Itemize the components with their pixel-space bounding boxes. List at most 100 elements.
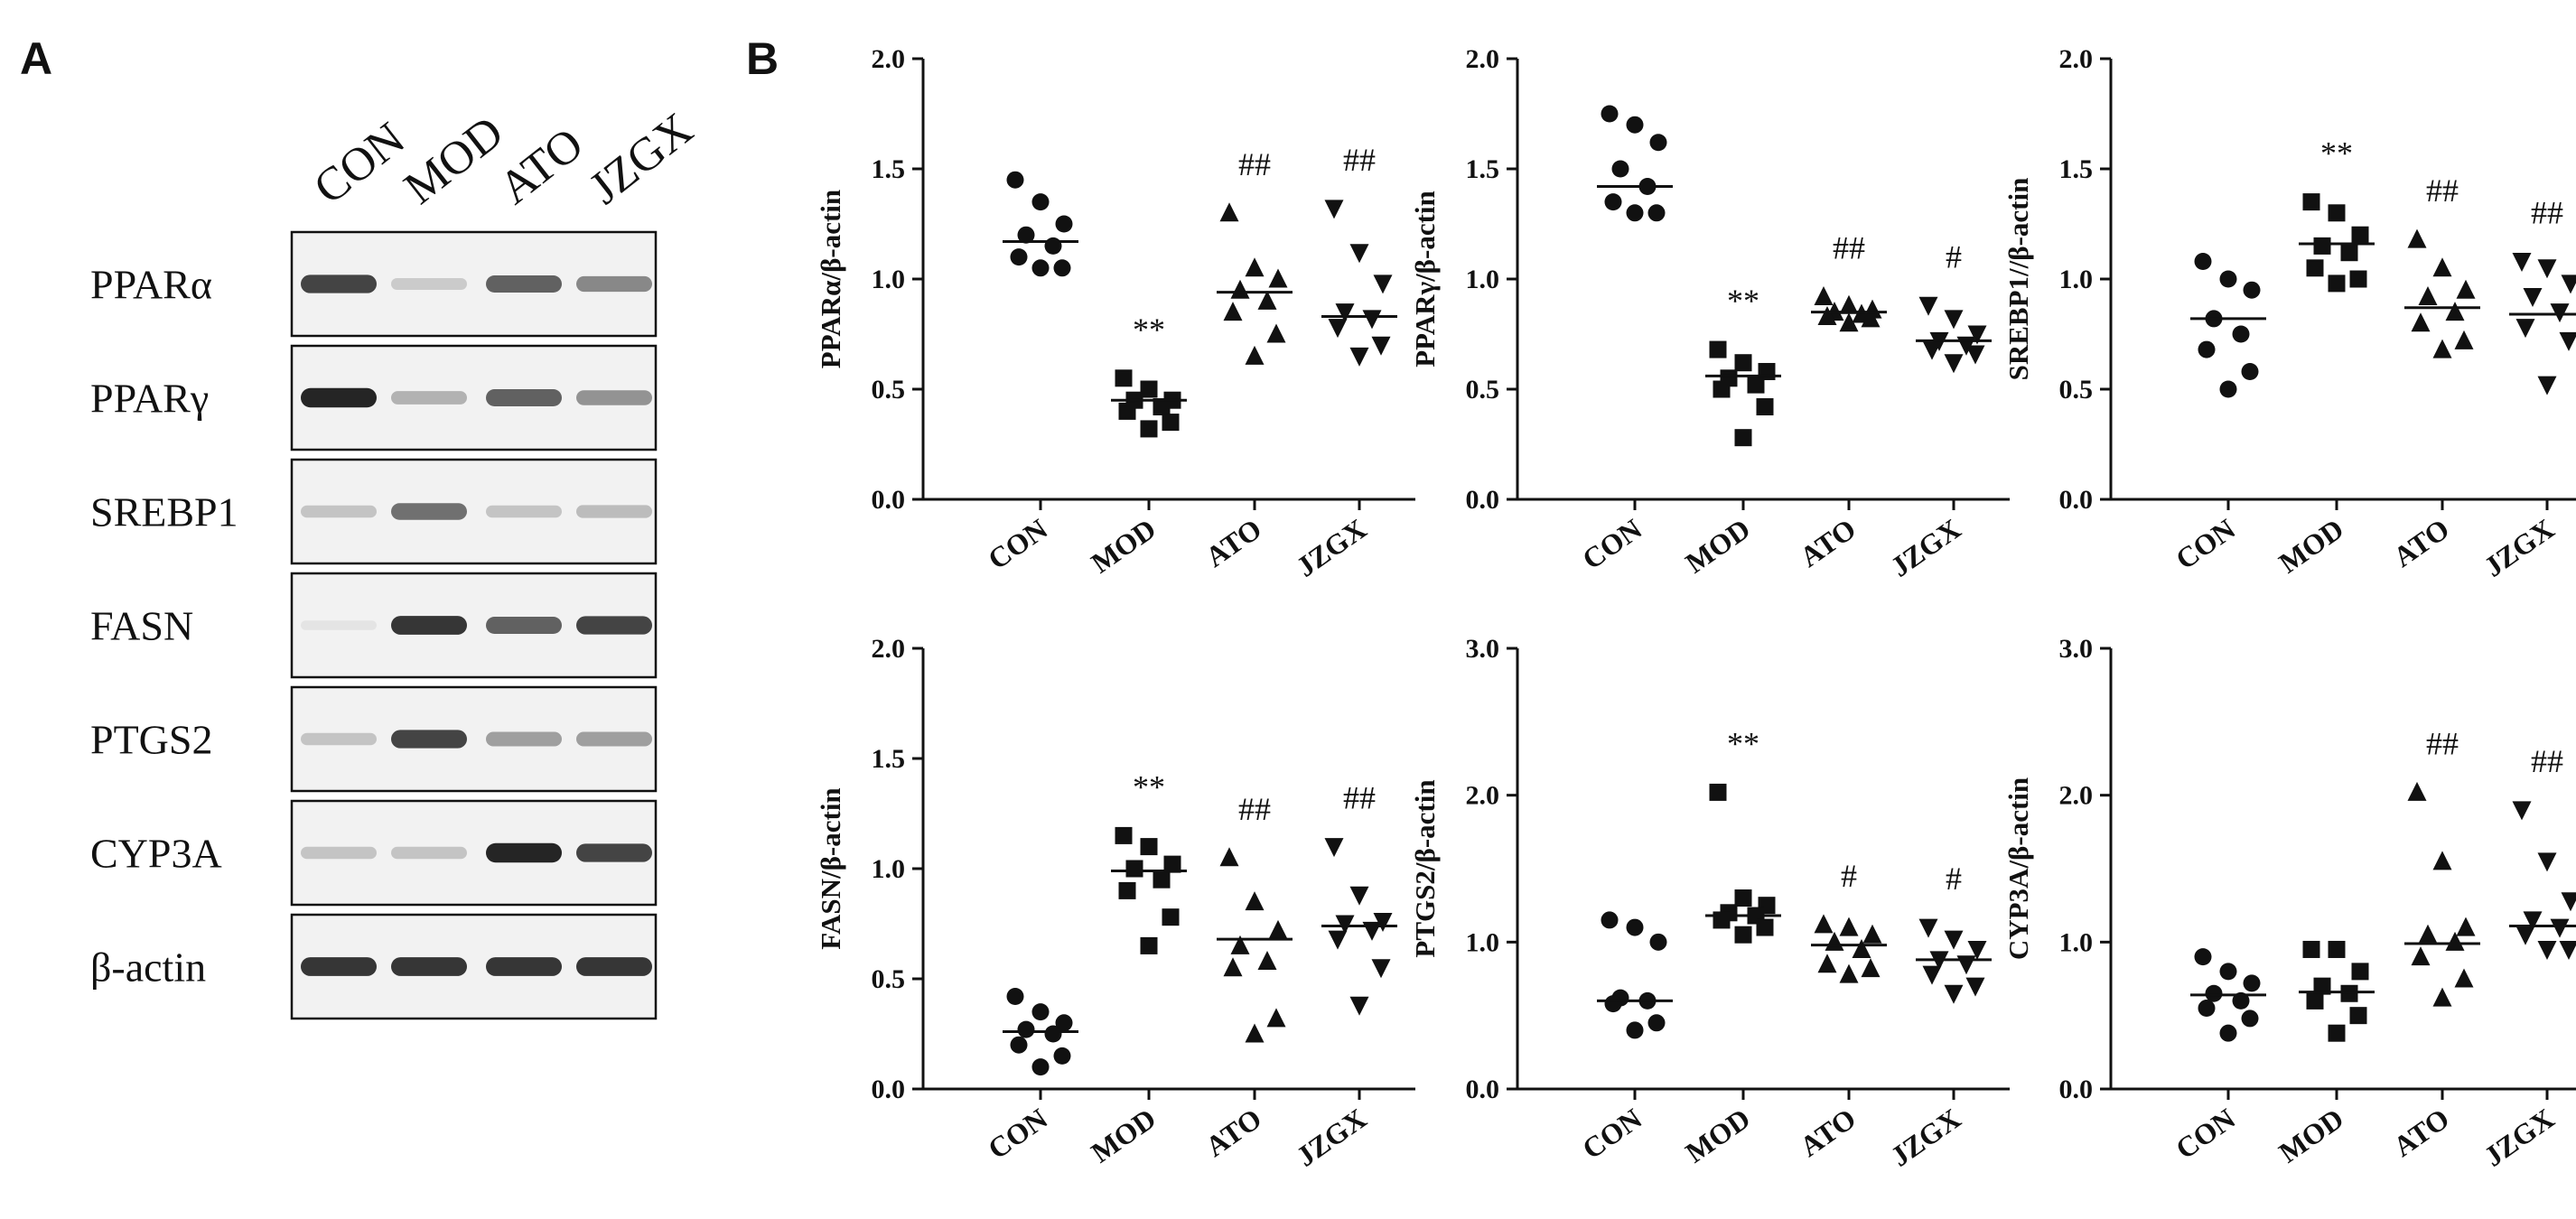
data-point [1162,414,1180,432]
blot-band [576,505,652,518]
blot-band [486,731,562,747]
data-point [2351,226,2369,244]
significance-label: ** [2320,135,2353,172]
data-point [1922,340,1942,360]
data-point [2340,244,2358,262]
blot-band [301,275,377,293]
data-point [1734,429,1752,447]
data-point [2313,237,2331,255]
data-point [1967,940,1987,960]
data-point [2241,1010,2259,1028]
data-point [1734,889,1752,907]
significance-label: ## [1343,780,1376,816]
x-tick-label: JZGX [2478,512,2560,582]
blot-protein-label: SREBP1 [90,489,238,535]
y-axis-label: PPARα/β-actin [815,190,846,368]
data-point [2306,259,2324,277]
y-tick-label: 2.0 [872,634,906,664]
data-point [1611,160,1629,178]
significance-label: ## [2426,725,2459,761]
data-point [1747,376,1765,394]
x-tick-label: JZGX [1884,512,1966,582]
data-point [2313,977,2331,995]
blot-lane-label: CON [304,113,415,215]
y-tick-label: 0.0 [872,485,906,515]
blot-band [486,389,562,406]
blot-protein-label: FASN [90,603,193,649]
y-axis-label: FASN/β-actin [815,787,846,949]
data-point [1817,954,1837,973]
y-axis-label: PTGS2/β-actin [1409,779,1441,957]
data-point [2328,275,2346,293]
x-tick-label: CON [982,1102,1053,1165]
significance-label: # [1946,238,1962,275]
blot-row: CYP3A [90,799,658,907]
data-point [1010,248,1028,266]
blot-band [301,387,377,408]
data-point [1245,257,1265,277]
data-point [1006,171,1024,189]
significance-label: # [1946,861,1962,897]
data-point [2512,801,2532,821]
data-point [1604,193,1622,211]
data-point [2407,781,2427,801]
x-tick-label: ATO [2387,512,2455,573]
data-point [1649,933,1667,951]
data-point [2411,312,2431,332]
data-point [1756,918,1774,936]
data-point [2559,331,2576,351]
blot-band [301,846,377,860]
data-point [2232,991,2250,1010]
data-point [1373,913,1393,933]
data-point [1626,1021,1644,1039]
y-axis-label: PPARγ/β-actin [1409,191,1441,368]
data-point [1140,420,1158,438]
data-point [1223,302,1243,321]
data-point [1266,323,1286,343]
data-point [1230,279,1250,299]
blot-row: PTGS2 [90,685,658,793]
y-tick-label: 0.5 [872,964,906,994]
blot-protein-label: PPARγ [90,376,209,422]
data-point [1044,1025,1062,1043]
data-point [2219,380,2237,398]
data-point [1713,380,1731,398]
data-point [2349,1007,2367,1025]
data-point [1626,116,1644,134]
blot-band [576,616,652,635]
x-tick-label: CON [1576,1102,1647,1165]
x-tick-label: ATO [2387,1102,2455,1163]
data-point [1324,200,1344,219]
data-point [2198,1000,2216,1018]
data-point [1601,911,1619,929]
data-point [2432,987,2452,1007]
x-tick-label: JZGX [1290,1102,1372,1172]
data-point [2515,319,2535,339]
data-point [2515,926,2535,945]
data-point [1839,312,1859,332]
scatter-chart: 0.0 1.0 2.0 3.0 PTGS2/β-actin CON MOD ** ATO # JZG… [1409,634,2010,1173]
data-point [2456,917,2476,936]
data-point [1140,380,1158,398]
data-point [1163,855,1181,873]
y-tick-label: 3.0 [2059,634,2094,664]
significance-label: ** [1727,725,1759,761]
data-point [1944,984,1964,1004]
data-point [1965,977,1985,997]
blot-row: FASN [90,572,658,679]
data-point [2328,940,2346,958]
data-point [1944,310,1964,330]
blot-band [576,275,652,293]
data-point [1115,369,1133,387]
data-point [1140,838,1158,856]
data-point [2241,362,2259,380]
y-tick-label: 1.5 [1466,154,1500,184]
significance-label: # [1841,858,1857,894]
data-point [1268,919,1288,939]
data-point [2432,339,2452,358]
data-point [2418,286,2438,306]
data-point [1967,325,1987,345]
data-point [1115,826,1133,844]
scatter-chart: 0.0 0.5 1.0 1.5 2.0 FASN/β-actin CON MOD ** ATO ##… [815,634,1415,1173]
scatter-chart: 0.0 1.0 2.0 3.0 CYP3A/β-actin CON MOD ATO ## JZGX… [2002,634,2576,1173]
